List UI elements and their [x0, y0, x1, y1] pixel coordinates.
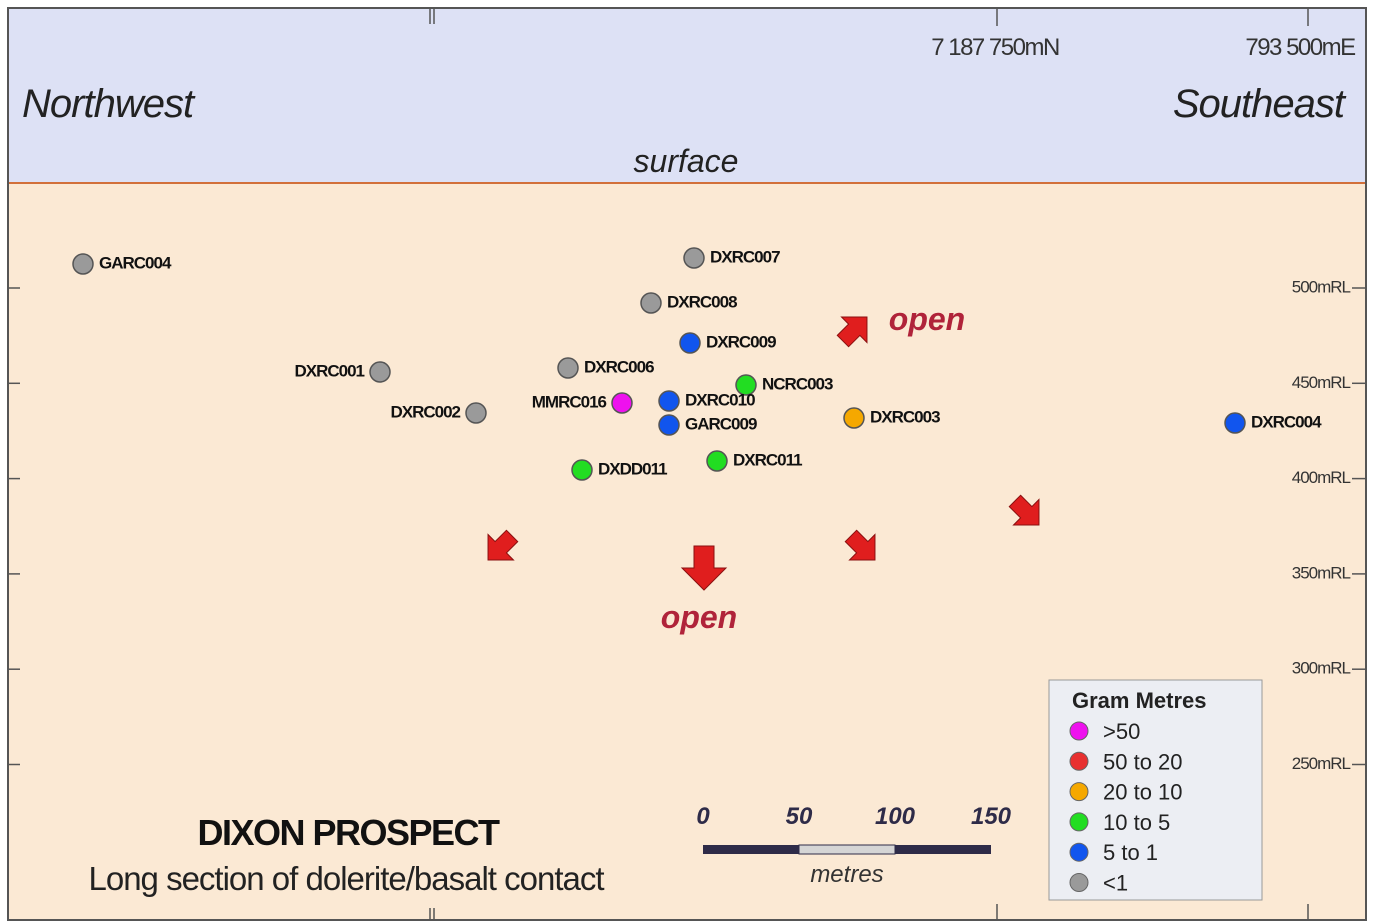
hole-label: DXRC006 [584, 357, 654, 376]
hole-label: DXRC011 [733, 450, 802, 469]
rl-label: 350mRL [1292, 563, 1351, 582]
legend-label: 10 to 5 [1103, 810, 1170, 835]
scale-segment [895, 845, 991, 854]
drill-hole [659, 391, 679, 411]
legend: Gram Metres >50 50 to 20 20 to 10 10 to 5 5 … [1049, 680, 1262, 900]
scale-segment [799, 845, 895, 854]
scale-tick-label: 50 [786, 803, 813, 830]
legend-label: <1 [1103, 871, 1128, 896]
legend-title: Gram Metres [1072, 688, 1207, 713]
hole-label: DXRC010 [685, 390, 755, 409]
drill-hole [684, 248, 704, 268]
hole-label: DXRC007 [710, 247, 780, 266]
title: DIXON PROSPECT [197, 812, 500, 853]
drill-hole [844, 408, 864, 428]
section: 7 187 750mN 793 500mE Northwest Southeas… [0, 0, 1374, 923]
hole-label: DXRC002 [390, 402, 460, 421]
direction-right: Southeast [1173, 82, 1347, 126]
drill-hole [370, 362, 390, 382]
legend-label: 5 to 1 [1103, 840, 1158, 865]
legend-swatch [1070, 752, 1088, 770]
legend-swatch [1070, 813, 1088, 831]
subtitle: Long section of dolerite/basalt contact [88, 860, 604, 897]
legend-swatch [1070, 843, 1088, 861]
easting: 793 500mE [1245, 34, 1355, 61]
drill-hole [1225, 413, 1245, 433]
open-label: open [661, 599, 737, 635]
drill-hole [612, 393, 632, 413]
drill-hole [466, 403, 486, 423]
hole-label: DXRC004 [1251, 412, 1322, 431]
hole-label: NCRC003 [762, 374, 833, 393]
drill-hole [558, 358, 578, 378]
scale-unit: metres [810, 861, 883, 888]
hole-label: GARC009 [685, 414, 757, 433]
legend-label: >50 [1103, 719, 1140, 744]
rl-label: 450mRL [1292, 373, 1351, 392]
hole-label: GARC004 [99, 253, 172, 272]
drill-hole [680, 333, 700, 353]
drill-hole [572, 460, 592, 480]
scale-segment [703, 845, 799, 854]
hole-label: DXRC009 [706, 332, 776, 351]
rl-label: 300mRL [1292, 659, 1351, 678]
scale-tick-label: 0 [696, 803, 710, 830]
northing: 7 187 750mN [931, 34, 1059, 61]
legend-swatch [1070, 874, 1088, 892]
drill-hole [659, 415, 679, 435]
legend-swatch [1070, 783, 1088, 801]
surface-label: surface [634, 143, 739, 179]
hole-label: DXRC001 [294, 361, 364, 380]
legend-swatch [1070, 722, 1088, 740]
hole-label: MMRC016 [532, 392, 607, 411]
hole-label: DXRC008 [667, 292, 737, 311]
drill-hole [641, 293, 661, 313]
hole-label: DXRC003 [870, 407, 940, 426]
legend-label: 50 to 20 [1103, 749, 1183, 774]
rl-label: 400mRL [1292, 468, 1351, 487]
scale-tick-label: 100 [875, 803, 916, 830]
drill-hole [73, 254, 93, 274]
hole-label: DXDD011 [598, 459, 667, 478]
drill-hole [707, 451, 727, 471]
rl-label: 500mRL [1292, 277, 1351, 296]
rl-label: 250mRL [1292, 754, 1351, 773]
legend-label: 20 to 10 [1103, 780, 1183, 805]
direction-left: Northwest [22, 82, 196, 126]
scale-tick-label: 150 [971, 803, 1012, 830]
open-label: open [889, 301, 965, 337]
